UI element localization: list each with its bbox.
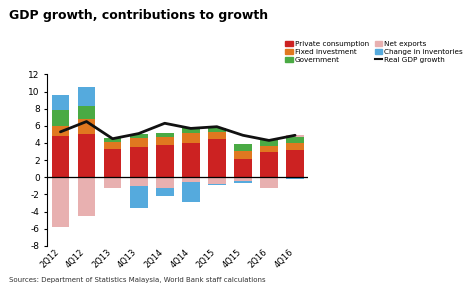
Bar bbox=[286, 137, 304, 143]
Real GDP growth bbox=[214, 125, 220, 128]
Bar bbox=[234, 177, 252, 181]
Bar bbox=[130, 138, 147, 147]
Bar bbox=[182, 133, 200, 143]
Real GDP growth bbox=[162, 122, 168, 125]
Bar bbox=[260, 146, 278, 152]
Bar bbox=[156, 188, 173, 196]
Bar bbox=[208, 139, 226, 177]
Bar bbox=[182, 143, 200, 177]
Bar bbox=[156, 137, 173, 145]
Bar bbox=[52, 110, 69, 126]
Real GDP growth bbox=[240, 134, 246, 137]
Bar bbox=[104, 177, 121, 188]
Bar bbox=[104, 142, 121, 149]
Bar bbox=[260, 177, 278, 188]
Bar bbox=[156, 133, 173, 137]
Bar bbox=[52, 136, 69, 177]
Bar bbox=[52, 95, 69, 110]
Text: Sources: Department of Statistics Malaysia, World Bank staff calculations: Sources: Department of Statistics Malays… bbox=[9, 277, 266, 283]
Legend: Private consumption, Fixed investment, Government, Net exports, Change in invent: Private consumption, Fixed investment, G… bbox=[283, 38, 465, 65]
Bar bbox=[130, 147, 147, 177]
Bar bbox=[182, 127, 200, 133]
Bar bbox=[208, 132, 226, 139]
Bar bbox=[208, 184, 226, 185]
Bar bbox=[286, 135, 304, 137]
Bar bbox=[260, 152, 278, 177]
Bar bbox=[130, 177, 147, 186]
Bar bbox=[182, 182, 200, 202]
Bar bbox=[286, 150, 304, 177]
Real GDP growth bbox=[84, 120, 90, 123]
Bar bbox=[234, 151, 252, 159]
Line: Real GDP growth: Real GDP growth bbox=[61, 122, 295, 140]
Real GDP growth bbox=[266, 139, 272, 142]
Bar bbox=[234, 144, 252, 151]
Bar bbox=[156, 145, 173, 177]
Real GDP growth bbox=[188, 127, 194, 130]
Bar bbox=[286, 177, 304, 179]
Bar bbox=[130, 134, 147, 138]
Bar bbox=[78, 177, 95, 216]
Bar bbox=[78, 134, 95, 177]
Real GDP growth bbox=[110, 137, 116, 140]
Bar bbox=[234, 159, 252, 177]
Bar bbox=[234, 181, 252, 183]
Bar bbox=[156, 177, 173, 188]
Bar bbox=[78, 87, 95, 106]
Bar bbox=[286, 143, 304, 150]
Bar bbox=[208, 177, 226, 184]
Bar bbox=[104, 149, 121, 177]
Bar bbox=[78, 106, 95, 119]
Bar bbox=[182, 177, 200, 182]
Real GDP growth bbox=[292, 134, 298, 137]
Real GDP growth bbox=[136, 132, 142, 135]
Bar bbox=[52, 177, 69, 227]
Real GDP growth bbox=[58, 130, 64, 134]
Bar bbox=[130, 186, 147, 208]
Bar bbox=[260, 140, 278, 146]
Bar bbox=[52, 126, 69, 136]
Bar bbox=[104, 138, 121, 142]
Bar bbox=[78, 119, 95, 134]
Text: GDP growth, contributions to growth: GDP growth, contributions to growth bbox=[9, 9, 269, 21]
Bar bbox=[208, 128, 226, 132]
